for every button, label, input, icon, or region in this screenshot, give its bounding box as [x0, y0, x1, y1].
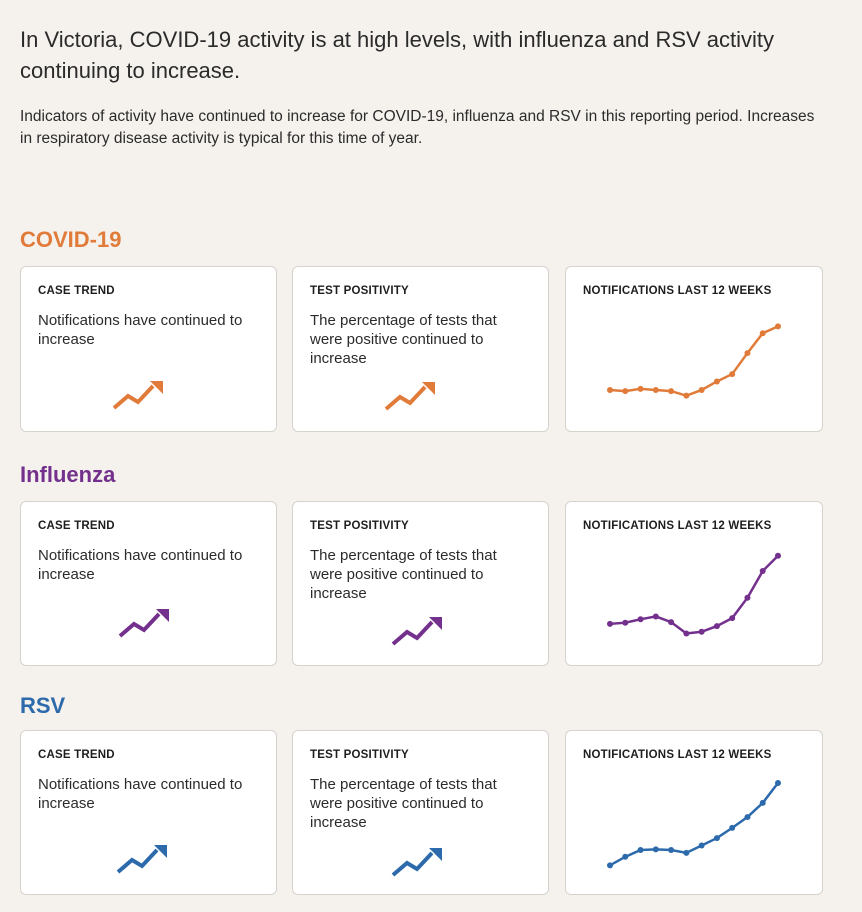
trend-up-icon: [118, 609, 169, 638]
card-label: NOTIFICATIONS LAST 12 WEEKS: [583, 749, 772, 761]
card-label: TEST POSITIVITY: [310, 285, 409, 297]
trend-up-icon: [112, 381, 163, 410]
trend-up-icon: [116, 845, 167, 874]
sparkline-point: [683, 630, 690, 637]
card-text: Notifications have continued to increase: [38, 776, 243, 812]
sparkline-point: [713, 835, 720, 842]
sparkline-point: [775, 780, 781, 786]
influenza-case-trend-card: CASE TREND Notifications have continued …: [20, 501, 277, 666]
sparkline-point: [698, 386, 705, 393]
sparkline-point: [698, 842, 705, 849]
sparkline-point: [668, 619, 675, 626]
card-label: NOTIFICATIONS LAST 12 WEEKS: [583, 520, 772, 532]
sparkline-point: [622, 388, 629, 395]
sparkline-line: [609, 782, 779, 867]
covid-test-positivity-card: TEST POSITIVITY The percentage of tests …: [292, 266, 549, 432]
sparkline-point: [775, 323, 781, 330]
sparkline-point: [622, 619, 629, 626]
influenza-test-positivity-card: TEST POSITIVITY The percentage of tests …: [292, 501, 549, 666]
notifications-sparkline: [607, 552, 781, 637]
sparkline-point: [652, 846, 659, 853]
trend-up-icon: [391, 617, 442, 646]
card-label: CASE TREND: [38, 520, 115, 532]
sparkline-point: [652, 613, 659, 620]
sparkline-point: [622, 853, 629, 860]
sparkline-point: [744, 814, 751, 821]
sparkline-point: [698, 628, 705, 635]
rsv-case-trend-card: CASE TREND Notifications have continued …: [20, 730, 277, 895]
sparkline-point: [607, 386, 613, 393]
sparkline-point: [683, 849, 690, 856]
card-label: TEST POSITIVITY: [310, 520, 409, 532]
card-label: CASE TREND: [38, 749, 115, 761]
card-text: The percentage of tests that were positi…: [310, 776, 497, 831]
rsv-test-positivity-card: TEST POSITIVITY The percentage of tests …: [292, 730, 549, 895]
sparkline-point: [637, 846, 644, 853]
section-title-influenza: Influenza: [20, 462, 116, 487]
section-title-covid: COVID-19: [20, 227, 122, 252]
sparkline-point: [637, 616, 644, 623]
sparkline-line: [609, 554, 779, 635]
card-text: The percentage of tests that were positi…: [310, 312, 497, 367]
card-label: NOTIFICATIONS LAST 12 WEEKS: [583, 285, 772, 297]
intro-paragraph: Indicators of activity have continued to…: [20, 108, 815, 147]
sparkline-point: [729, 371, 736, 378]
sparkline-point: [668, 388, 675, 395]
trend-up-icon: [384, 382, 435, 411]
sparkline-point: [607, 620, 613, 627]
notifications-sparkline: [607, 323, 781, 399]
card-text: Notifications have continued to increase: [38, 312, 243, 348]
sparkline-point: [607, 862, 613, 869]
sparkline-point: [775, 552, 781, 559]
sparkline-point: [713, 378, 720, 385]
sparkline-point: [744, 594, 751, 601]
covid-case-trend-card: CASE TREND Notifications have continued …: [20, 266, 277, 432]
card-text: Notifications have continued to increase: [38, 547, 243, 583]
sparkline-point: [668, 846, 675, 853]
sparkline-line: [609, 325, 779, 397]
sparkline-point: [683, 392, 690, 399]
rsv-notifications-card: NOTIFICATIONS LAST 12 WEEKS: [565, 730, 823, 895]
card-label: CASE TREND: [38, 285, 115, 297]
sparkline-point: [713, 623, 720, 630]
sparkline-point: [729, 824, 736, 831]
sparkline-point: [729, 615, 736, 622]
sparkline-point: [744, 350, 751, 357]
page-headline: In Victoria, COVID-19 activity is at hig…: [20, 27, 775, 83]
sparkline-point: [652, 386, 659, 393]
notifications-sparkline: [607, 780, 781, 869]
sparkline-point: [759, 330, 766, 337]
sparkline-point: [759, 799, 766, 806]
sparkline-point: [759, 568, 766, 575]
covid-notifications-card: NOTIFICATIONS LAST 12 WEEKS: [565, 266, 823, 432]
card-text: The percentage of tests that were positi…: [310, 547, 497, 602]
sparkline-point: [637, 385, 644, 392]
card-label: TEST POSITIVITY: [310, 749, 409, 761]
section-title-rsv: RSV: [20, 693, 66, 718]
influenza-notifications-card: NOTIFICATIONS LAST 12 WEEKS: [565, 501, 823, 666]
trend-up-icon: [391, 848, 442, 877]
